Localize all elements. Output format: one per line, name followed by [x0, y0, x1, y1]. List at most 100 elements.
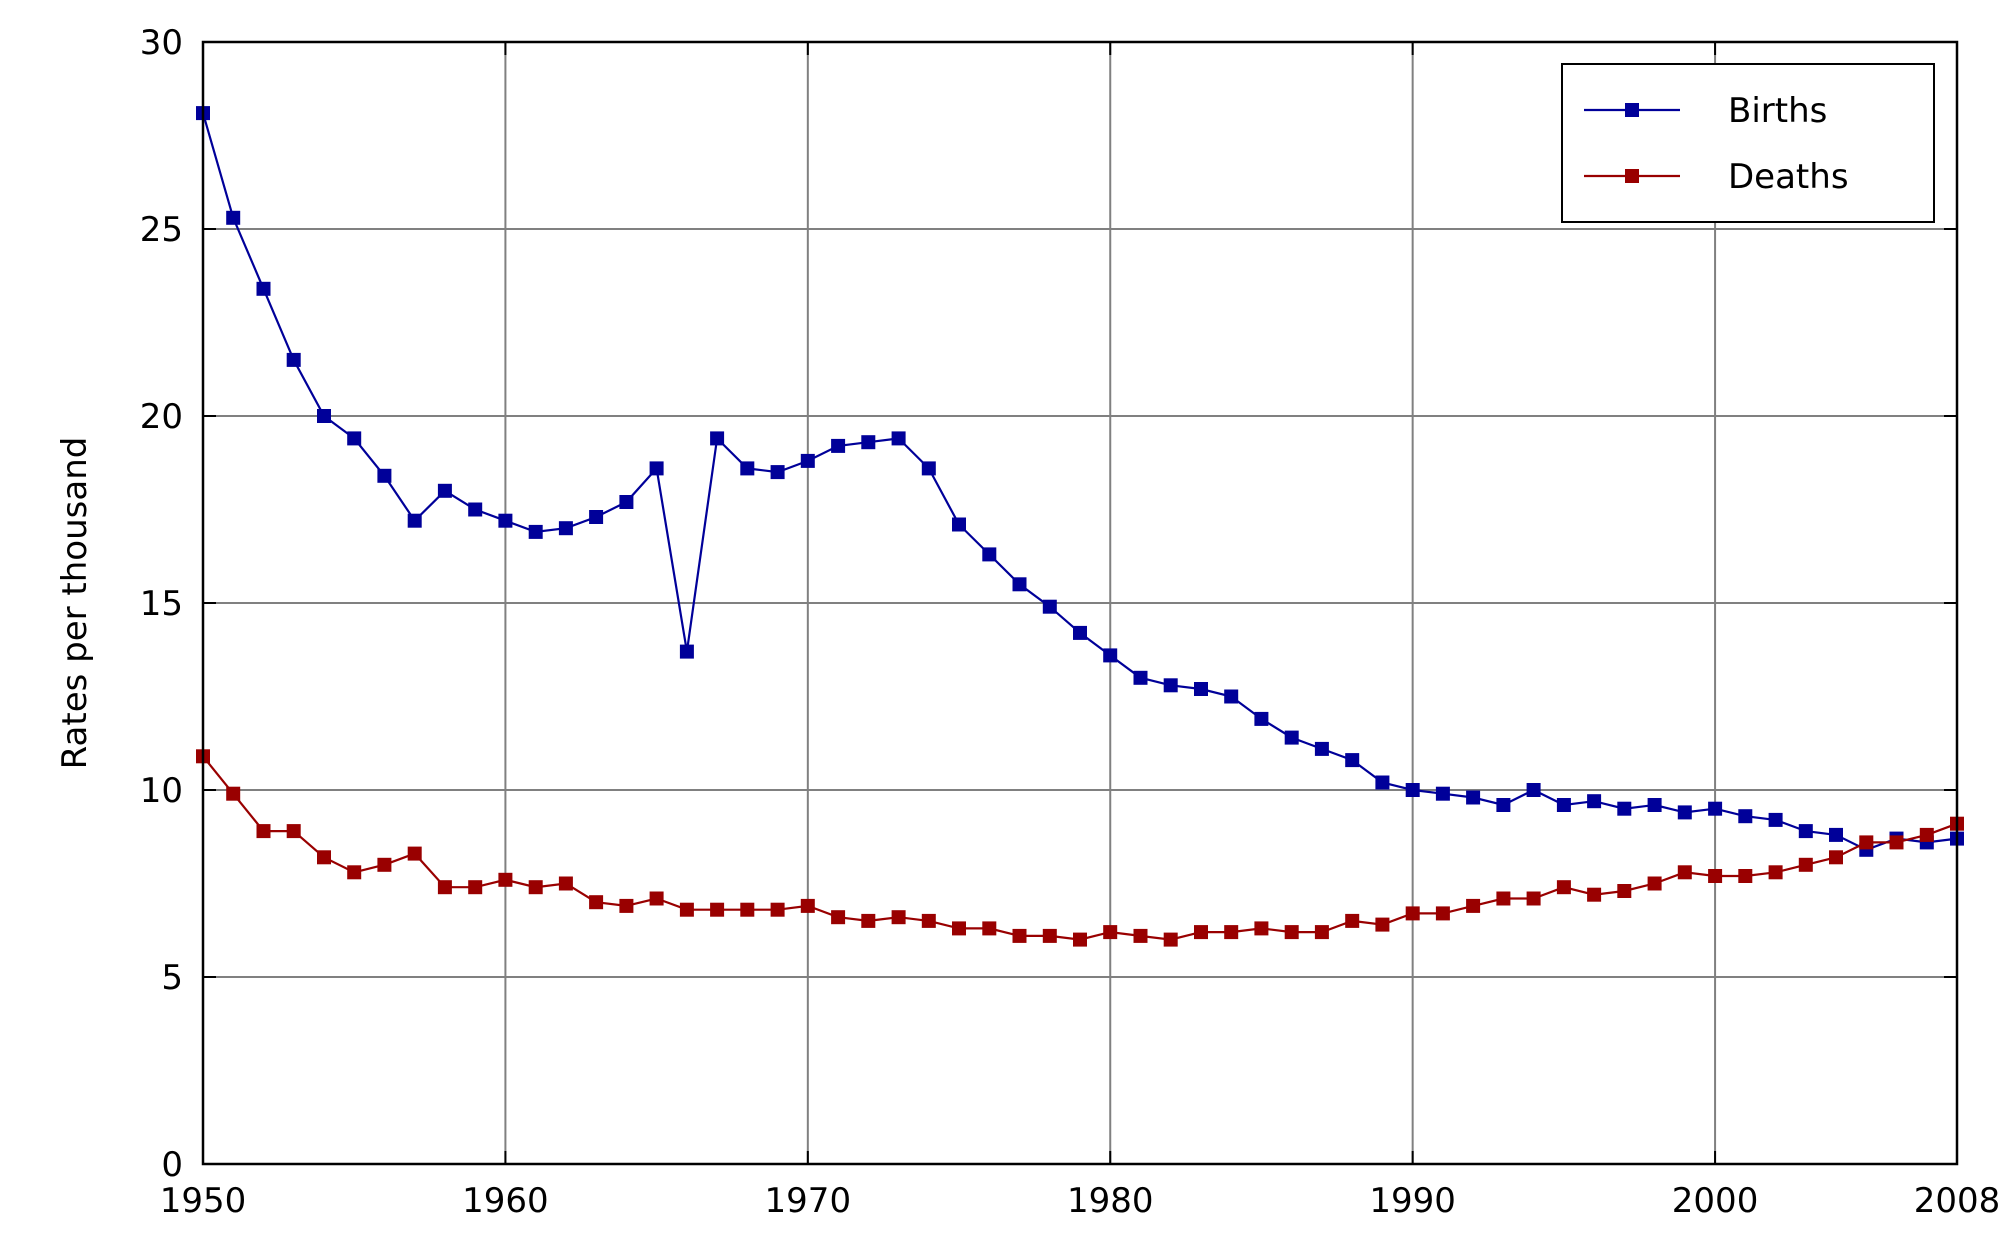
- data-point-deaths: [1829, 850, 1843, 865]
- y-axis-label: Rates per thousand: [55, 437, 95, 770]
- data-point-deaths: [528, 880, 543, 895]
- legend-label: Births: [1728, 91, 1827, 131]
- data-point-deaths: [1103, 925, 1118, 940]
- data-point-deaths: [437, 880, 452, 895]
- data-point-deaths: [286, 824, 301, 839]
- data-point-deaths: [1345, 913, 1360, 928]
- data-point-deaths: [468, 880, 483, 895]
- data-point-births: [1647, 798, 1662, 812]
- y-tick-label: 20: [140, 397, 183, 437]
- data-point-deaths: [226, 786, 241, 801]
- data-point-deaths: [498, 872, 513, 887]
- data-point-births: [1073, 625, 1087, 640]
- data-point-deaths: [1012, 928, 1027, 943]
- data-point-births: [347, 431, 362, 446]
- data-point-births: [1556, 798, 1571, 812]
- data-point-births: [800, 453, 815, 468]
- data-point-births: [1435, 786, 1450, 801]
- data-point-births: [770, 465, 785, 480]
- x-tick-label: 1980: [1067, 1181, 1154, 1221]
- y-tick-label: 30: [140, 23, 183, 63]
- y-tick-label: 10: [140, 771, 183, 811]
- data-point-births: [679, 644, 694, 659]
- data-point-deaths: [317, 850, 331, 865]
- axis-ticks: 1950 1960 1970 1980 1990 2000 2008 0 5 10 15 20 25 30: [140, 23, 2000, 1221]
- data-point-deaths: [407, 846, 422, 861]
- data-point-births: [377, 468, 392, 483]
- data-point-births: [528, 524, 543, 539]
- data-point-deaths: [982, 921, 997, 936]
- data-point-deaths: [861, 913, 876, 928]
- grid-lines: [203, 42, 1957, 1164]
- data-point-births: [1466, 790, 1481, 805]
- data-point-deaths: [679, 902, 694, 917]
- data-point-births: [1345, 753, 1360, 768]
- data-point-births: [1708, 801, 1723, 816]
- data-point-deaths: [649, 891, 664, 906]
- series-deaths: [196, 749, 1964, 947]
- data-point-births: [831, 438, 846, 453]
- data-point-births: [1768, 812, 1783, 827]
- data-point-births: [286, 352, 301, 367]
- data-point-deaths: [1526, 891, 1541, 906]
- series-line-deaths: [202, 755, 1958, 941]
- data-point-births: [1526, 783, 1541, 797]
- legend: Births Deaths: [1561, 63, 1935, 223]
- data-point-deaths: [1587, 887, 1602, 902]
- data-point-deaths: [831, 910, 846, 925]
- data-point-births: [1738, 809, 1753, 824]
- data-point-births: [1587, 794, 1602, 809]
- data-point-deaths: [1919, 827, 1934, 842]
- data-point-births: [1829, 827, 1843, 842]
- data-point-births: [407, 513, 422, 528]
- x-tick-label: 1950: [160, 1181, 247, 1221]
- data-point-deaths: [710, 902, 725, 917]
- data-point-deaths: [1677, 865, 1692, 880]
- data-point-births: [891, 431, 906, 446]
- data-point-births: [1375, 775, 1390, 790]
- data-point-deaths: [1647, 876, 1662, 891]
- data-point-deaths: [952, 921, 966, 936]
- data-point-births: [498, 513, 513, 528]
- data-point-deaths: [619, 898, 634, 913]
- data-point-deaths: [740, 902, 755, 917]
- data-point-births: [1254, 711, 1269, 726]
- data-point-births: [1798, 824, 1813, 839]
- data-point-births: [589, 510, 604, 524]
- data-point-deaths: [1617, 884, 1632, 898]
- data-point-births: [1163, 678, 1178, 693]
- data-point-births: [1405, 783, 1420, 797]
- data-point-deaths: [1284, 925, 1299, 940]
- data-point-births: [1194, 682, 1208, 696]
- data-point-deaths: [1133, 928, 1148, 943]
- x-tick-label: 2008: [1914, 1181, 2000, 1221]
- data-point-births: [1496, 798, 1511, 812]
- data-point-deaths: [800, 898, 815, 913]
- series-layer: [196, 106, 1964, 947]
- data-point-births: [740, 461, 755, 476]
- data-point-deaths: [1738, 869, 1753, 883]
- y-tick-label: 5: [161, 958, 183, 998]
- data-point-deaths: [1768, 865, 1783, 880]
- data-point-births: [468, 502, 483, 517]
- legend-marker: [1625, 103, 1639, 117]
- data-point-births: [710, 431, 725, 446]
- data-point-births: [226, 210, 241, 225]
- data-point-births: [317, 409, 331, 423]
- x-tick-label: 2000: [1672, 1181, 1759, 1221]
- data-point-births: [558, 521, 573, 536]
- data-point-deaths: [256, 824, 271, 839]
- data-point-deaths: [1073, 932, 1087, 947]
- x-tick-label: 1990: [1369, 1181, 1456, 1221]
- y-tick-label: 0: [161, 1145, 183, 1185]
- data-point-deaths: [1708, 869, 1723, 883]
- legend-label: Deaths: [1728, 157, 1849, 197]
- data-point-births: [1677, 805, 1692, 820]
- data-point-deaths: [1556, 880, 1571, 895]
- data-point-deaths: [770, 902, 785, 917]
- data-point-births: [1012, 577, 1027, 592]
- data-point-deaths: [377, 857, 392, 872]
- data-point-deaths: [589, 895, 604, 910]
- data-point-deaths: [1375, 917, 1390, 932]
